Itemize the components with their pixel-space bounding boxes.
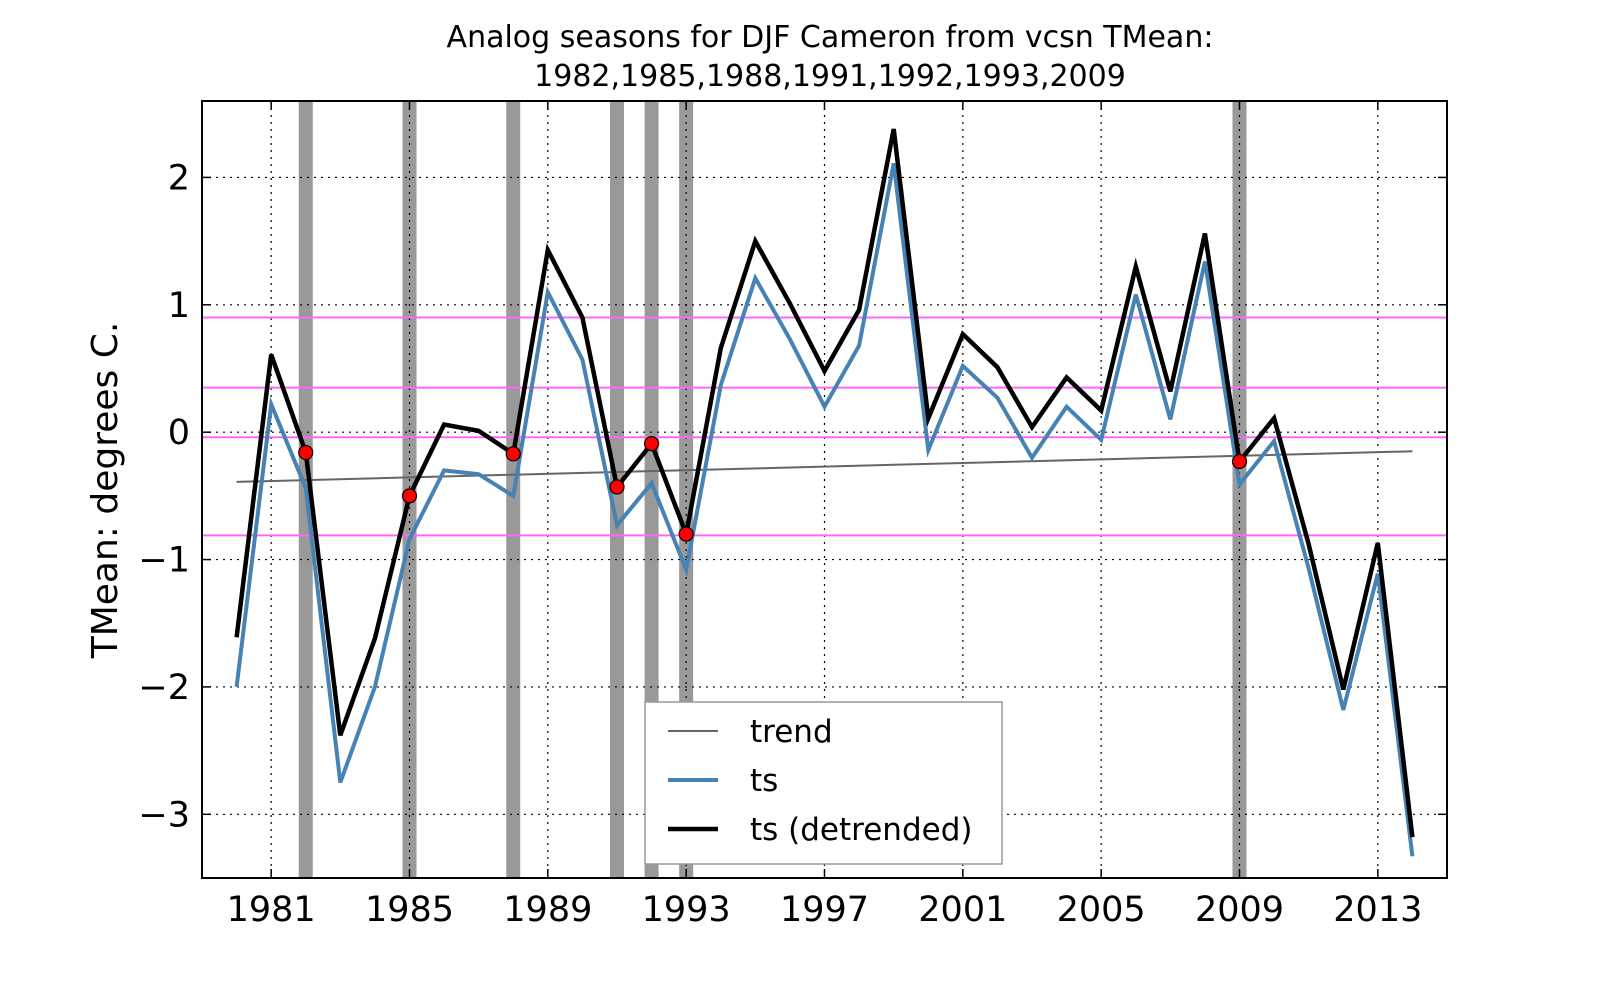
series-line-1 <box>234 163 1415 857</box>
analog-marker-1982 <box>298 444 314 461</box>
x-tick-label-1981: 1981 <box>227 890 316 930</box>
y-tick-label-1: 1 <box>168 286 190 326</box>
legend-label-0: trend <box>750 714 833 750</box>
plot-area: 1981 1985 1989 1993 1997 2001 2005 2009 2013 2 1 0 −… <box>138 100 1448 930</box>
plot-clip-group <box>202 101 1447 878</box>
x-tick-label-2013: 2013 <box>1333 890 1422 930</box>
series-line-2 <box>234 128 1415 838</box>
x-tick-label-1997: 1997 <box>780 890 869 930</box>
y-tick-label-5: −3 <box>138 795 190 835</box>
legend-box <box>644 701 1003 865</box>
chart-title-line-1: Analog seasons for DJF Cameron from vcsn… <box>447 20 1214 55</box>
y-axis-label: TMean: degrees C. <box>85 322 126 660</box>
analog-band-1992 <box>644 101 659 878</box>
x-tick-label-2005: 2005 <box>1057 890 1146 930</box>
y-tick-label-4: −2 <box>138 668 190 708</box>
y-tick-label-2: 0 <box>168 413 190 453</box>
analog-band-2009 <box>1232 101 1247 878</box>
analog-marker-1991 <box>609 479 625 495</box>
legend-label-2: ts (detrended) <box>750 812 972 848</box>
legend: trend ts ts (detrended) <box>644 701 1003 865</box>
x-tick-label-2001: 2001 <box>918 890 1007 930</box>
y-tick-label-3: −1 <box>138 541 190 581</box>
legend-label-1: ts <box>750 763 778 799</box>
x-tick-label-1993: 1993 <box>642 890 731 930</box>
analog-marker-1993 <box>678 526 694 542</box>
chart-title-line-2: 1982,1985,1988,1991,1992,1993,2009 <box>534 59 1126 94</box>
analog-band-1993 <box>679 101 694 878</box>
x-tick-label-1985: 1985 <box>365 890 454 930</box>
analog-marker-1988 <box>505 446 521 462</box>
x-tick-label-2009: 2009 <box>1195 890 1284 930</box>
analog-marker-1992 <box>643 436 660 452</box>
analog-marker-2009 <box>1231 453 1248 470</box>
y-tick-label-0: 2 <box>168 158 190 198</box>
analog-marker-1985 <box>401 488 418 504</box>
series-line-0 <box>236 450 1413 483</box>
x-tick-label-1989: 1989 <box>503 890 592 930</box>
